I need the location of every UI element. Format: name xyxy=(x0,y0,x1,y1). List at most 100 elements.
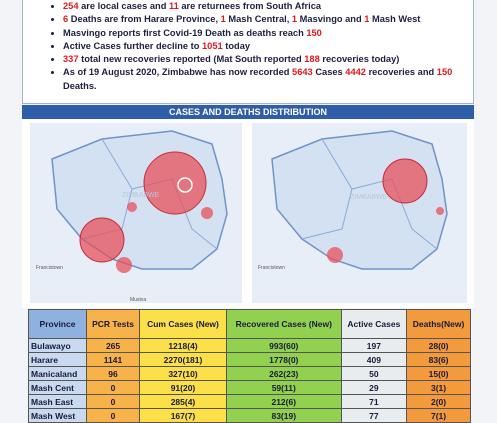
section-banner: CASES AND DEATHS DISTRIBUTION xyxy=(22,105,474,119)
bubble xyxy=(382,158,428,204)
text: are local cases and xyxy=(78,1,169,11)
column-header: Recovered Cases (New) xyxy=(225,309,342,339)
cell: 71 xyxy=(340,394,408,409)
map-right: ZIMBABWE Francistown xyxy=(252,123,467,303)
cell: 1778(0) xyxy=(225,352,342,367)
column-header: Deaths(New) xyxy=(406,309,471,339)
province-table: Province PCR Tests Cum Cases (New) Recovere… xyxy=(27,309,471,423)
highlight: 150 xyxy=(306,27,322,38)
cell: 262(23) xyxy=(225,366,342,381)
column-header: Cum Cases (New) xyxy=(139,309,227,339)
column-header: Active Cases xyxy=(340,309,408,339)
cell: Mash Cent xyxy=(27,380,88,395)
bubble xyxy=(201,207,213,219)
bullet: 254 are local cases and 11 are returnees… xyxy=(63,0,473,13)
highlight: 5643 xyxy=(292,67,313,78)
bullet-list: 254 are local cases and 11 are returnees… xyxy=(23,0,473,93)
bullet: Masvingo reports first Covid-19 Death as… xyxy=(63,27,473,40)
map-left: ZIMBABWE Francistown Musina xyxy=(30,123,242,303)
cell: 2270(181) xyxy=(139,352,227,367)
map-label: Musina xyxy=(130,297,146,303)
cell: 0 xyxy=(86,408,141,423)
text: Masvingo and xyxy=(297,14,365,25)
text: As of 19 August 2020, Zimbabwe has now r… xyxy=(63,67,293,78)
cell: 0 xyxy=(86,380,141,395)
cell: 50 xyxy=(340,366,408,381)
table-row: Manicaland 96 327(10) 262(23) 50 15(0) xyxy=(27,366,471,381)
cell: Harare xyxy=(27,352,88,367)
cell: 29 xyxy=(340,380,408,395)
highlight: 150 xyxy=(436,67,453,78)
highlight: 4442 xyxy=(345,67,366,78)
highlight: 1 xyxy=(220,14,226,25)
text: are returnees from South Africa xyxy=(178,1,322,11)
text: total new recoveries reported (Mat South… xyxy=(78,54,305,65)
cell: 91(20) xyxy=(139,380,227,395)
bubble xyxy=(143,151,207,215)
bullet: As of 19 August 2020, Zimbabwe has now r… xyxy=(63,66,473,93)
text: recoveries today) xyxy=(319,54,400,65)
bubble xyxy=(79,217,125,263)
text: Mash Central, xyxy=(225,14,292,25)
cell: 0 xyxy=(86,394,141,409)
text: today xyxy=(222,40,251,51)
text: Cases xyxy=(312,67,346,78)
cell: 83(19) xyxy=(225,408,342,423)
cell: 197 xyxy=(340,338,408,353)
cell: 993(60) xyxy=(225,338,342,353)
text: Mash West xyxy=(369,14,421,25)
cell: 2(0) xyxy=(406,394,471,409)
cell: Mash East xyxy=(27,394,88,409)
cell: 3(1) xyxy=(406,380,471,395)
maps-panel: ZIMBABWE Francistown Musina ZIMBABWE Fra… xyxy=(22,119,474,308)
bullet: Active Cases further decline to 1051 tod… xyxy=(63,40,473,53)
cell: 28(0) xyxy=(406,338,471,353)
cell: 285(4) xyxy=(139,394,227,409)
cell: 1218(4) xyxy=(139,338,227,353)
cell: 265 xyxy=(86,338,141,353)
text: Active Cases further decline to xyxy=(63,40,202,51)
highlight: 188 xyxy=(304,54,320,65)
cell: 59(11) xyxy=(225,380,342,395)
text: Deaths are from Harare Province, xyxy=(68,14,221,25)
highlight: 1051 xyxy=(201,40,223,51)
table-row: Mash West 0 167(7) 83(19) 77 7(1) xyxy=(27,408,471,423)
highlight: 6 xyxy=(63,14,69,25)
table-row: Mash East 0 285(4) 212(6) 71 2(0) xyxy=(27,394,471,409)
bullet: 337 total new recoveries reported (Mat S… xyxy=(63,53,473,66)
cell: 327(10) xyxy=(139,366,227,381)
bubble xyxy=(116,257,132,273)
highlight: 11 xyxy=(168,1,179,11)
highlight: 1 xyxy=(364,14,370,25)
summary-box: 254 are local cases and 11 are returnees… xyxy=(22,0,474,104)
highlight: 254 xyxy=(63,1,79,11)
column-header: PCR Tests xyxy=(86,309,141,339)
text: Deaths. xyxy=(63,80,97,91)
map-label: Francistown xyxy=(36,265,63,271)
bubble xyxy=(436,207,444,215)
map-label: ZIMBABWE xyxy=(122,192,160,199)
text: recoveries and xyxy=(365,67,437,78)
bubble xyxy=(327,247,343,263)
bullet: 6 Deaths are from Harare Province, 1 Mas… xyxy=(63,13,473,26)
cell: 83(6) xyxy=(406,352,471,367)
cell: Mash West xyxy=(27,408,88,423)
highlight: 337 xyxy=(63,54,79,65)
cell: 96 xyxy=(86,366,141,381)
cell: 167(7) xyxy=(139,408,227,423)
cell: 1141 xyxy=(86,352,141,367)
text: Masvingo reports first Covid-19 Death as… xyxy=(63,27,307,38)
maps: ZIMBABWE Francistown Musina ZIMBABWE Fra… xyxy=(30,123,467,303)
cell: Bulawayo xyxy=(27,338,88,353)
bubble xyxy=(127,202,137,212)
bubble xyxy=(177,177,193,193)
cell: 7(1) xyxy=(406,408,471,423)
table-row: Harare 1141 2270(181) 1778(0) 409 83(6) xyxy=(27,352,471,367)
table-row: Mash Cent 0 91(20) 59(11) 29 3(1) xyxy=(27,380,471,395)
cell: 409 xyxy=(340,352,408,367)
highlight: 1 xyxy=(291,14,298,25)
table-row: Bulawayo 265 1218(4) 993(60) 197 28(0) xyxy=(27,338,471,353)
column-header: Province xyxy=(27,309,88,339)
cell: 15(0) xyxy=(406,366,471,381)
